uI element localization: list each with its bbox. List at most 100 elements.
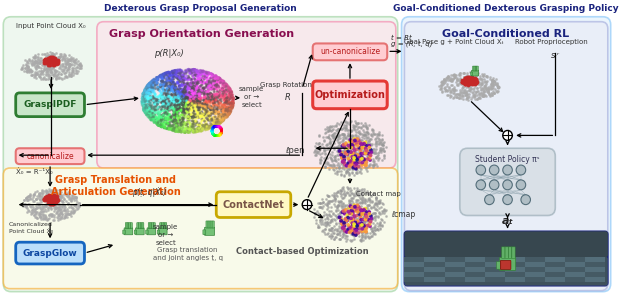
Point [32, 70, 42, 74]
Point [51, 202, 61, 207]
Point [475, 77, 485, 81]
Point [373, 153, 383, 158]
Point [177, 101, 188, 106]
Point [211, 122, 221, 127]
Point [51, 199, 61, 204]
Point [220, 115, 230, 120]
Point [367, 192, 378, 197]
Point [200, 92, 210, 97]
Point [352, 202, 362, 207]
Point [172, 110, 182, 115]
Point [70, 60, 80, 65]
Point [189, 103, 200, 108]
Point [220, 84, 230, 89]
Point [467, 80, 477, 85]
Point [189, 72, 199, 76]
Point [199, 92, 209, 97]
Point [179, 109, 189, 113]
Point [365, 206, 376, 211]
Point [227, 98, 237, 103]
Point [221, 114, 232, 119]
Bar [585, 277, 605, 282]
Point [461, 71, 472, 75]
Point [488, 83, 498, 88]
Point [196, 88, 207, 93]
Point [364, 139, 374, 143]
Point [482, 73, 492, 78]
Point [225, 108, 235, 112]
Point [324, 227, 334, 232]
Point [52, 199, 62, 203]
Point [344, 170, 355, 175]
Point [159, 72, 169, 76]
Point [198, 112, 209, 117]
Point [348, 232, 358, 236]
Point [353, 139, 364, 143]
Point [339, 155, 349, 160]
Point [67, 67, 77, 72]
Point [207, 106, 217, 111]
Circle shape [516, 180, 525, 190]
Point [442, 75, 452, 80]
Point [335, 133, 346, 138]
Point [464, 77, 474, 81]
Point [380, 149, 390, 154]
Point [141, 96, 151, 100]
Point [218, 112, 228, 116]
Point [47, 61, 57, 66]
Point [317, 229, 328, 233]
Point [181, 97, 191, 102]
Point [179, 116, 189, 121]
Point [36, 77, 47, 81]
Point [375, 199, 385, 204]
Text: Ẋ₀ = R⁻¹X₀: Ẋ₀ = R⁻¹X₀ [16, 168, 52, 175]
Point [209, 84, 220, 88]
Bar [404, 257, 424, 262]
Point [350, 142, 360, 147]
Point [38, 209, 48, 213]
Point [337, 226, 348, 230]
Point [167, 127, 177, 132]
Point [436, 82, 447, 87]
Point [45, 211, 56, 216]
Point [178, 121, 188, 125]
Point [160, 97, 170, 102]
Point [42, 195, 52, 200]
Point [204, 98, 214, 103]
Point [173, 68, 184, 73]
Point [316, 216, 326, 221]
Point [47, 201, 57, 206]
Point [473, 82, 483, 86]
Point [168, 97, 179, 102]
Point [481, 81, 491, 86]
Point [177, 93, 187, 98]
Point [182, 96, 193, 101]
Point [369, 232, 379, 236]
Point [322, 143, 332, 148]
Point [163, 121, 173, 126]
Point [492, 82, 502, 87]
Point [192, 68, 202, 73]
Point [211, 98, 221, 103]
Point [327, 219, 337, 224]
Point [47, 53, 58, 57]
Point [217, 105, 227, 110]
Point [346, 211, 356, 216]
Point [199, 89, 209, 94]
Point [190, 72, 200, 77]
Point [220, 112, 230, 117]
Point [35, 214, 45, 218]
Point [368, 162, 378, 167]
Point [373, 131, 383, 136]
Point [164, 80, 174, 85]
Point [172, 129, 182, 133]
Point [196, 104, 207, 108]
Point [51, 198, 61, 203]
Point [186, 106, 196, 110]
Bar [445, 267, 465, 272]
Point [173, 104, 183, 109]
Point [380, 208, 390, 213]
Point [164, 123, 174, 127]
Point [182, 99, 192, 103]
Point [333, 232, 344, 236]
